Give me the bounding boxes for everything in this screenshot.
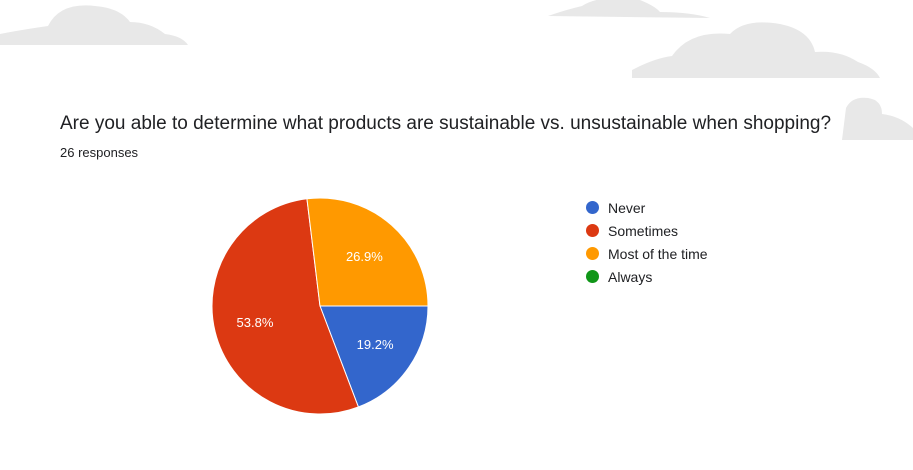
response-count: 26 responses (60, 145, 139, 160)
legend-label: Sometimes (608, 222, 679, 239)
legend-label: Never (608, 199, 646, 216)
legend-swatch (586, 201, 599, 214)
legend-item-sometimes: Sometimes (586, 219, 708, 242)
pie-slice-most-of-the-time (306, 197, 429, 307)
legend-swatch (586, 247, 599, 260)
legend-item-never: Never (586, 196, 708, 219)
question-title: Are you able to determine what products … (60, 113, 832, 134)
legend-swatch (586, 270, 599, 283)
slice-label-sometimes: 53.8% (237, 315, 274, 330)
legend-item-always: Always (586, 265, 708, 288)
legend-label: Most of the time (608, 245, 708, 262)
legend-swatch (586, 224, 599, 237)
slice-label-most-of-the-time: 26.9% (346, 249, 383, 264)
legend-label: Always (608, 268, 653, 285)
legend-item-most-of-the-time: Most of the time (586, 242, 708, 265)
slice-label-never: 19.2% (357, 337, 394, 352)
chart-legend: Never Sometimes Most of the time Always (586, 196, 708, 288)
pie-slice-sometimes (211, 198, 360, 415)
pie-slice-never (319, 305, 429, 408)
